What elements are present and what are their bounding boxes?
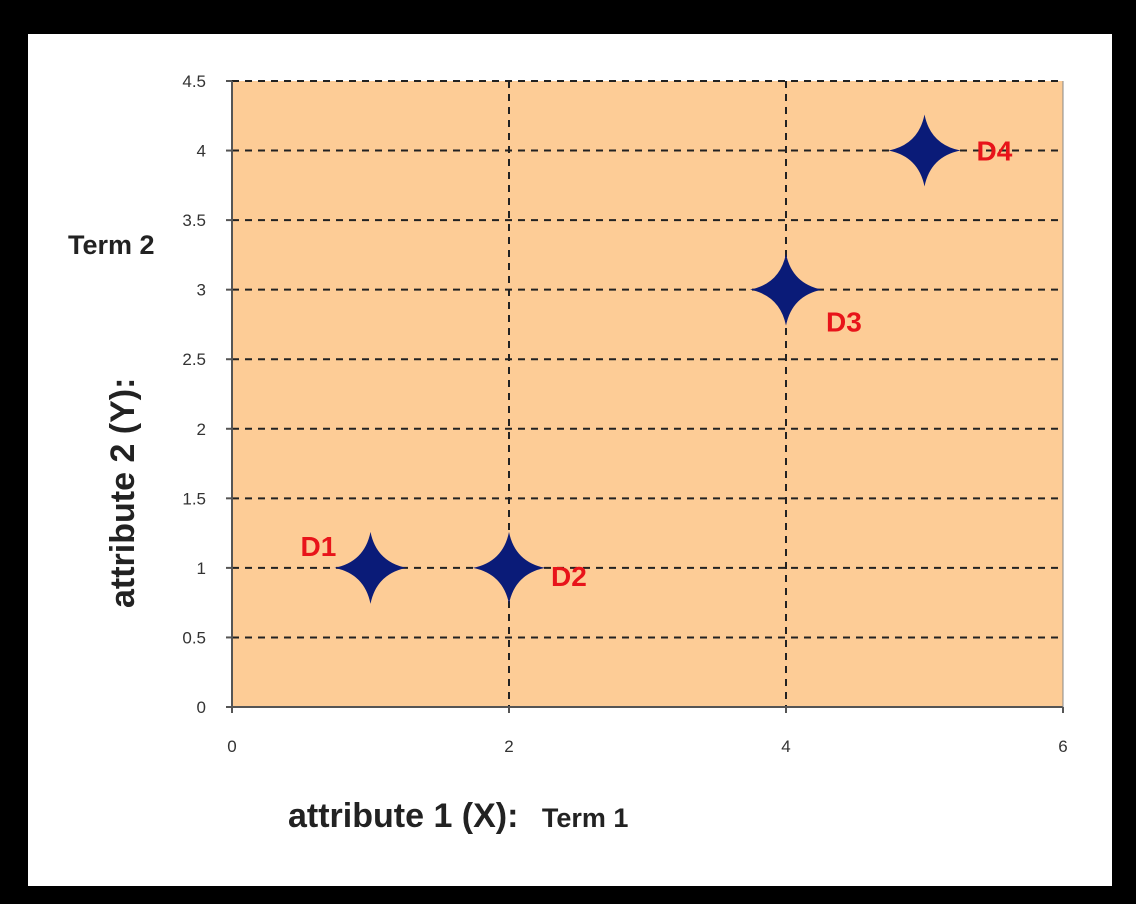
plot-area [232,81,1063,707]
y-tick-label: 0 [197,698,206,717]
y-tick-label: 1 [197,559,206,578]
x-tick-label: 2 [504,737,513,756]
x-axis-label: attribute 1 (X): [288,797,518,835]
data-point-d2 [473,531,545,604]
point-label-d3: D3 [826,307,862,338]
data-point-d1 [334,531,407,604]
y-tick-label: 2.5 [182,350,206,369]
y-axis-term: Term 2 [68,230,155,260]
x-tick-label: 0 [227,737,236,756]
y-tick-label: 2 [197,420,206,439]
point-label-d4: D4 [977,136,1013,167]
y-tick-label: 4 [197,142,206,161]
axes [226,80,1064,713]
x-axis-term: Term 1 [542,803,629,833]
y-tick-label: 1.5 [182,489,206,508]
data-points: D1 D2 D3 D4 [301,114,1013,604]
y-tick-label: 0.5 [182,628,206,647]
tick-labels: 0 0.5 1 1.5 2 2.5 3 3.5 4 4.5 0 2 4 6 [182,72,1067,756]
point-label-d2: D2 [551,561,587,592]
y-tick-label: 4.5 [182,72,206,91]
x-tick-label: 4 [781,737,790,756]
point-label-d1: D1 [301,531,337,562]
y-axis-title: attribute 2 (Y): [104,378,142,608]
x-axis-title: attribute 1 (X): Term 1 [288,797,628,835]
data-point-d3 [750,253,822,326]
y-tick-label: 3 [197,281,206,300]
x-tick-label: 6 [1058,737,1067,756]
y-tick-label: 3.5 [182,211,206,230]
data-point-d4 [888,114,961,187]
